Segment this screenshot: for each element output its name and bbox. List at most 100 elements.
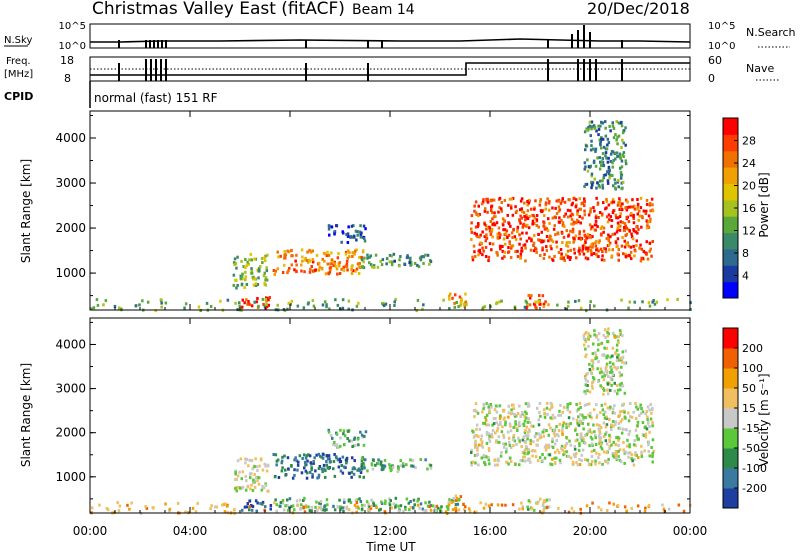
power-cell: [499, 247, 502, 251]
velocity-cell: [439, 509, 443, 513]
power-cell: [617, 185, 620, 189]
power-cell: [350, 224, 354, 228]
power-cell: [538, 238, 542, 242]
power-cell: [600, 258, 604, 262]
power-cell: [483, 222, 486, 226]
power-cell: [293, 268, 296, 272]
power-cell: [498, 231, 501, 235]
power-cell: [307, 260, 310, 264]
velocity-cell: [313, 456, 316, 460]
power-cell: [629, 213, 632, 217]
velocity-cell: [176, 501, 180, 505]
velocity-cell: [402, 464, 405, 468]
velocity-cell: [531, 449, 535, 452]
power-cell: [605, 156, 608, 160]
velocity-cell: [568, 439, 571, 443]
power-cell: [497, 226, 501, 230]
power-cell: [470, 214, 474, 218]
velocity-cell: [644, 435, 648, 439]
power-cell: [519, 252, 523, 256]
velocity-cell: [303, 460, 307, 464]
power-cell: [562, 235, 566, 239]
power-cell: [478, 248, 481, 252]
velocity-cell: [512, 434, 516, 438]
velocity-cell: [260, 488, 264, 492]
power-cell: [572, 240, 575, 244]
power-cell: [497, 210, 500, 214]
power-cell: [286, 307, 289, 311]
power-cell: [344, 252, 348, 256]
power-cell: [588, 223, 592, 227]
power-cell: [618, 208, 621, 211]
power-cell: [306, 250, 309, 254]
velocity-cell: [473, 415, 476, 419]
velocity-cell: [604, 336, 607, 339]
power-cell: [355, 238, 358, 242]
velocity-cell: [595, 451, 598, 455]
power-cell: [548, 221, 551, 225]
velocity-cell: [380, 464, 384, 467]
velocity-cell: [485, 431, 489, 434]
velocity-cell: [492, 417, 496, 420]
power-cell: [335, 224, 339, 228]
velocity-cell: [388, 503, 392, 507]
velocity-colorbar-segment: [723, 408, 738, 429]
power-cell: [534, 305, 537, 309]
power-cell: [352, 269, 355, 273]
velocity-cell: [570, 506, 574, 510]
velocity-cell: [356, 437, 360, 441]
power-cell: [600, 233, 603, 237]
power-cell: [609, 235, 612, 239]
velocity-cell: [457, 508, 461, 512]
velocity-cell: [606, 388, 609, 392]
power-cell: [617, 179, 620, 182]
velocity-cell: [571, 462, 575, 466]
power-cell: [138, 303, 141, 307]
power-cell: [264, 259, 267, 263]
velocity-cell: [306, 471, 309, 475]
velocity-cell: [566, 406, 569, 410]
velocity-cell: [526, 434, 530, 438]
power-cell: [640, 247, 644, 251]
velocity-cell: [248, 499, 252, 503]
velocity-cell: [479, 438, 483, 441]
power-cell: [240, 259, 243, 263]
velocity-cell: [600, 341, 604, 345]
velocity-cell: [490, 432, 493, 436]
power-cell: [523, 243, 527, 247]
power-cell: [619, 224, 622, 228]
velocity-cell: [536, 443, 539, 447]
velocity-cell: [636, 504, 640, 508]
velocity-cell: [573, 454, 576, 458]
power-cell: [602, 201, 605, 205]
velocity-cell: [543, 456, 547, 460]
velocity-cell: [560, 447, 563, 450]
power-cell: [254, 282, 258, 286]
velocity-cell: [605, 362, 609, 366]
velocity-cell: [525, 412, 528, 416]
velocity-cell: [363, 503, 366, 507]
power-cell: [354, 249, 357, 253]
power-cell: [483, 235, 486, 239]
power-cell: [492, 198, 496, 202]
power-cell: [544, 201, 548, 205]
velocity-cell: [618, 448, 622, 452]
velocity-cell: [645, 410, 649, 414]
power-cell: [638, 246, 641, 250]
velocity-cell: [651, 424, 654, 428]
velocity-cell: [248, 505, 251, 509]
velocity-cell: [578, 444, 581, 448]
velocity-cell: [583, 332, 587, 336]
velocity-cell: [459, 495, 463, 499]
velocity-cell: [604, 439, 608, 443]
power-cell: [160, 305, 163, 309]
power-cell: [555, 240, 558, 244]
velocity-cell: [350, 439, 354, 443]
power-cell: [590, 120, 594, 124]
velocity-cell: [584, 392, 587, 396]
velocity-cell: [235, 489, 239, 493]
velocity-cell: [281, 455, 284, 459]
power-cell: [606, 160, 610, 164]
